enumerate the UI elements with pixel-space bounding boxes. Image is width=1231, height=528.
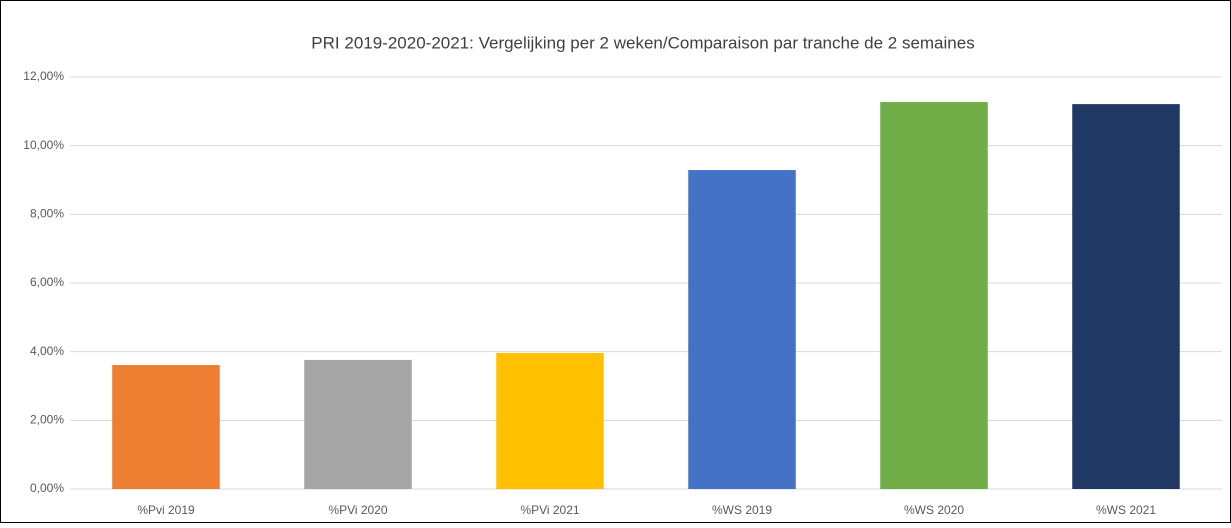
chart-title: PRI 2019-2020-2021: Vergelijking per 2 w… [311,33,974,52]
x-tick-label: %WS 2020 [904,503,964,517]
y-tick-label: 0,00% [30,481,64,495]
bar [304,359,412,489]
y-tick-label: 6,00% [30,275,64,289]
bar [496,353,604,489]
bar [1072,104,1180,489]
bar [112,365,220,489]
y-tick-label: 12,00% [23,69,64,83]
y-tick-label: 2,00% [30,413,64,427]
y-tick-label: 4,00% [30,344,64,358]
x-tick-label: %PVi 2020 [328,503,387,517]
x-tick-label: %WS 2019 [712,503,772,517]
x-tick-label: %WS 2021 [1096,503,1156,517]
bar [880,102,988,490]
bar [688,170,796,489]
y-tick-label: 10,00% [23,138,64,152]
x-tick-label: %PVi 2021 [520,503,579,517]
y-tick-label: 8,00% [30,207,64,221]
x-tick-label: %Pvi 2019 [137,503,195,517]
